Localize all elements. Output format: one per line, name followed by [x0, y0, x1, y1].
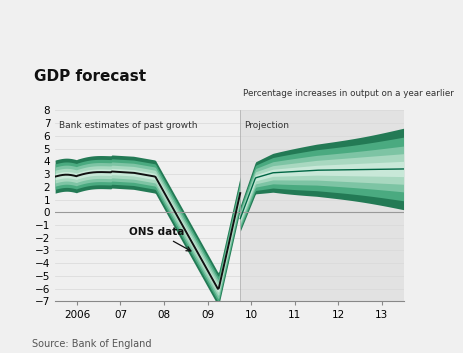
Text: Source: Bank of England: Source: Bank of England	[32, 340, 152, 349]
Text: Projection: Projection	[244, 121, 289, 130]
Text: Bank estimates of past growth: Bank estimates of past growth	[59, 121, 198, 130]
Text: Percentage increases in output on a year earlier: Percentage increases in output on a year…	[243, 89, 453, 98]
Text: GDP forecast: GDP forecast	[34, 69, 146, 84]
Bar	[240, 110, 403, 301]
Text: ONS data: ONS data	[129, 227, 190, 251]
